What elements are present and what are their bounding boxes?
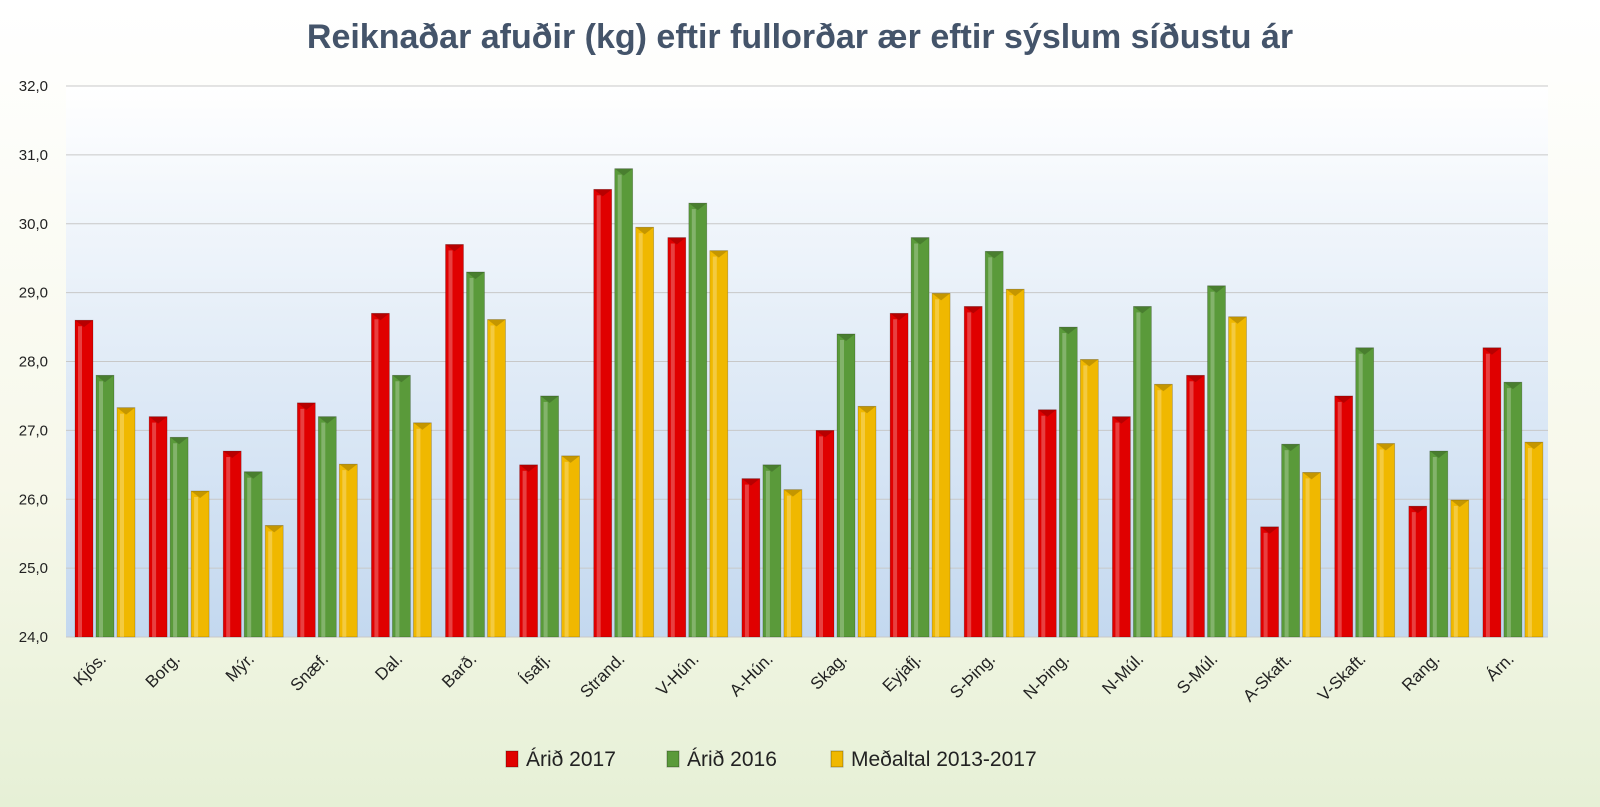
x-tick-label: Barð. — [438, 649, 480, 691]
bar-1-14 — [1133, 306, 1152, 638]
bar-2-3 — [338, 463, 358, 638]
x-tick-label: Kjós. — [70, 649, 110, 689]
bar-1-8 — [688, 202, 708, 638]
bar-2-13 — [1079, 359, 1099, 638]
bar-0-11 — [889, 312, 909, 638]
y-tick-label: 32,0 — [19, 78, 48, 95]
bar-1-12 — [984, 250, 1004, 638]
y-tick-label: 27,0 — [19, 422, 48, 439]
bar-1-18 — [1429, 450, 1449, 638]
legend-label: Árið 2017 — [526, 748, 616, 771]
bar-1-7 — [614, 168, 634, 638]
x-tick-label: Ísafj. — [516, 649, 555, 688]
y-tick-label: 31,0 — [19, 147, 48, 164]
bar-2-11 — [931, 292, 951, 638]
y-tick-label: 28,0 — [19, 354, 48, 371]
bar-0-10 — [815, 430, 835, 638]
bar-1-3 — [317, 416, 337, 638]
bar-0-0 — [74, 319, 94, 638]
bar-1-10 — [836, 333, 856, 638]
bar-2-17 — [1376, 443, 1396, 638]
bar-2-16 — [1302, 472, 1321, 638]
bar-2-15 — [1228, 316, 1247, 638]
bar-1-1 — [169, 436, 189, 638]
x-tick-label: V-Skaft. — [1314, 649, 1370, 705]
bar-0-6 — [519, 464, 538, 638]
bar-0-16 — [1260, 526, 1279, 638]
y-tick-label: 25,0 — [19, 560, 48, 577]
bar-0-17 — [1334, 395, 1354, 638]
x-tick-label: Strand. — [576, 649, 628, 701]
bar-2-18 — [1450, 499, 1470, 638]
legend-swatch — [505, 750, 519, 768]
x-tick-label: V-Hún. — [652, 649, 702, 699]
bar-0-15 — [1186, 374, 1205, 638]
x-tick-label: A-Hún. — [726, 649, 777, 700]
bar-0-13 — [1037, 409, 1057, 638]
x-tick-label: Árn. — [1482, 649, 1517, 684]
bar-2-19 — [1524, 441, 1544, 638]
bar-2-1 — [190, 490, 210, 638]
y-tick-label: 30,0 — [19, 216, 48, 233]
x-tick-label: Eyjafj. — [879, 649, 925, 695]
bar-1-4 — [392, 374, 411, 638]
legend-label: Árið 2016 — [687, 748, 777, 771]
x-tick-label: Snæf. — [287, 649, 333, 695]
bar-1-2 — [243, 471, 263, 638]
bar-0-8 — [667, 237, 687, 638]
x-tick-label: Mýr. — [222, 649, 258, 685]
bar-1-13 — [1058, 326, 1078, 638]
x-tick-label: A-Skaft. — [1239, 649, 1295, 705]
bar-2-5 — [487, 319, 506, 638]
bar-2-12 — [1005, 288, 1025, 638]
x-tick-label: Borg. — [142, 649, 184, 691]
bar-0-14 — [1112, 416, 1131, 638]
legend-swatch — [666, 750, 680, 768]
bar-0-19 — [1482, 347, 1502, 638]
legend-label: Meðaltal 2013-2017 — [851, 748, 1037, 771]
bar-0-3 — [296, 402, 316, 638]
x-tick-label: S-Þing. — [946, 649, 999, 702]
bar-1-11 — [910, 237, 930, 638]
bar-0-2 — [222, 450, 242, 638]
bar-0-12 — [963, 306, 983, 638]
bar-1-16 — [1281, 443, 1300, 638]
chart-title: Reiknaðar afuðir (kg) eftir fullorðar ær… — [306, 18, 1294, 56]
bar-2-2 — [264, 525, 284, 638]
bar-1-17 — [1355, 347, 1375, 638]
bar-2-14 — [1154, 383, 1173, 638]
bar-2-8 — [709, 250, 729, 638]
bar-1-5 — [466, 271, 485, 638]
bar-1-6 — [540, 395, 559, 638]
y-tick-label: 26,0 — [19, 491, 48, 508]
bar-2-10 — [857, 405, 877, 638]
x-tick-label: N-Múl. — [1098, 649, 1147, 698]
x-tick-label: S-Múl. — [1173, 649, 1221, 697]
x-tick-label: Dal. — [371, 649, 406, 684]
bar-1-9 — [762, 464, 782, 638]
bar-1-0 — [95, 374, 115, 638]
bar-0-4 — [371, 312, 390, 638]
x-tick-label: N-Þing. — [1020, 649, 1074, 703]
bar-0-9 — [741, 478, 761, 638]
bar-0-18 — [1408, 505, 1428, 638]
bar-1-15 — [1207, 285, 1226, 638]
y-tick-label: 24,0 — [19, 629, 48, 646]
bar-2-4 — [413, 422, 432, 638]
bar-1-19 — [1503, 381, 1523, 638]
bar-2-0 — [116, 407, 136, 638]
bar-0-1 — [148, 416, 168, 638]
bar-0-7 — [593, 188, 613, 638]
bar-2-6 — [561, 455, 580, 638]
bar-2-9 — [783, 489, 803, 638]
x-tick-label: Skag. — [807, 649, 851, 693]
x-tick-label: Rang. — [1398, 649, 1444, 695]
y-tick-label: 29,0 — [19, 285, 48, 302]
bar-2-7 — [635, 226, 655, 638]
bar-0-5 — [445, 244, 464, 638]
legend-swatch — [830, 750, 844, 768]
